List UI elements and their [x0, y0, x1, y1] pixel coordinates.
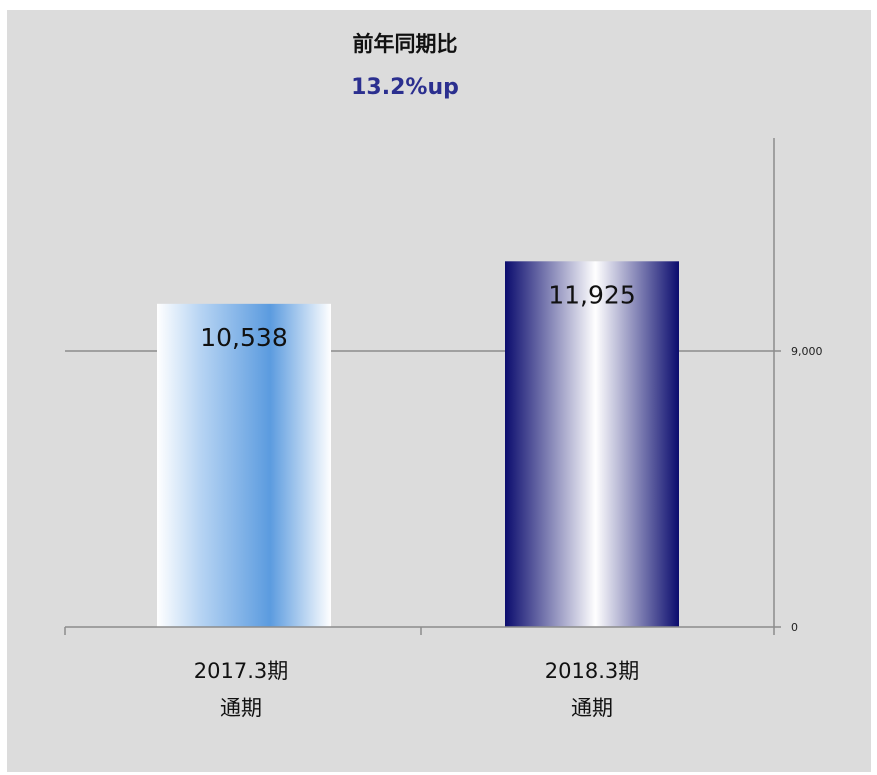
- axes: [64, 138, 781, 635]
- chart-subtitle: 13.2%up: [351, 75, 459, 100]
- category-label: 2018.3期: [545, 659, 639, 683]
- bars: [157, 261, 679, 627]
- bar-value-label: 10,538: [200, 323, 287, 352]
- chart-panel: 前年同期比 13.2%up 10,538 11,925 0 9,000 2017.3期通…: [7, 10, 871, 772]
- chart-title: 前年同期比: [353, 32, 458, 56]
- category-label: 通期: [571, 696, 613, 720]
- y-tick-label: 9,000: [791, 345, 823, 358]
- category-label: 2017.3期: [194, 659, 288, 683]
- bar: [505, 261, 679, 627]
- category-label: 通期: [220, 696, 262, 720]
- bar-value-label: 11,925: [548, 280, 635, 309]
- bar: [157, 303, 331, 627]
- y-tick-label: 0: [791, 621, 798, 634]
- bar-chart: 前年同期比 13.2%up 10,53811,92509,0002017.3期通…: [64, 32, 823, 720]
